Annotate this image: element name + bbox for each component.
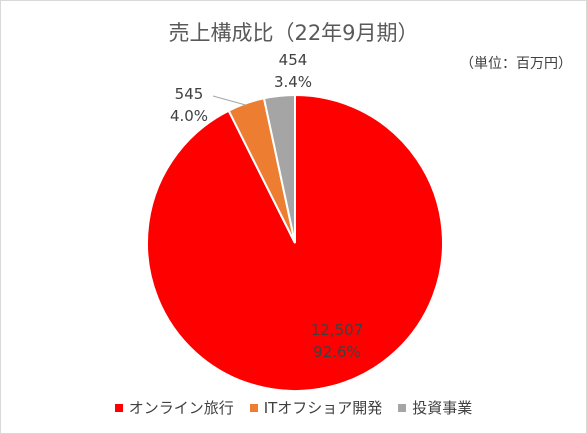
chart-title: 売上構成比（22年9月期） xyxy=(168,21,419,45)
data-label-percent-it-offshore: 4.0% xyxy=(170,107,208,125)
data-label-value-investment: 454 xyxy=(279,51,308,69)
leader-line xyxy=(212,95,247,106)
data-label-value-online-travel: 12,507 xyxy=(311,321,364,339)
legend-label: オンライン旅行 xyxy=(128,399,234,417)
pie-slice-investment xyxy=(262,93,296,244)
data-label-value-it-offshore: 545 xyxy=(175,85,204,103)
legend-swatch xyxy=(398,403,407,412)
legend-label: ITオフショア開発 xyxy=(263,399,383,417)
legend-item-it-offshore: ITオフショア開発 xyxy=(249,397,383,418)
legend-item-online-travel: オンライン旅行 xyxy=(114,397,234,418)
data-label-percent-online-travel: 92.6% xyxy=(313,343,361,361)
legend-swatch xyxy=(114,403,123,412)
legend-label: 投資事業 xyxy=(412,399,473,417)
legend-swatch xyxy=(249,403,258,412)
legend-item-investment: 投資事業 xyxy=(398,397,472,418)
legend: オンライン旅行 ITオフショア開発 投資事業 xyxy=(1,397,586,418)
unit-label: （単位：百万円） xyxy=(460,56,572,72)
data-label-percent-investment: 3.4% xyxy=(274,73,312,91)
